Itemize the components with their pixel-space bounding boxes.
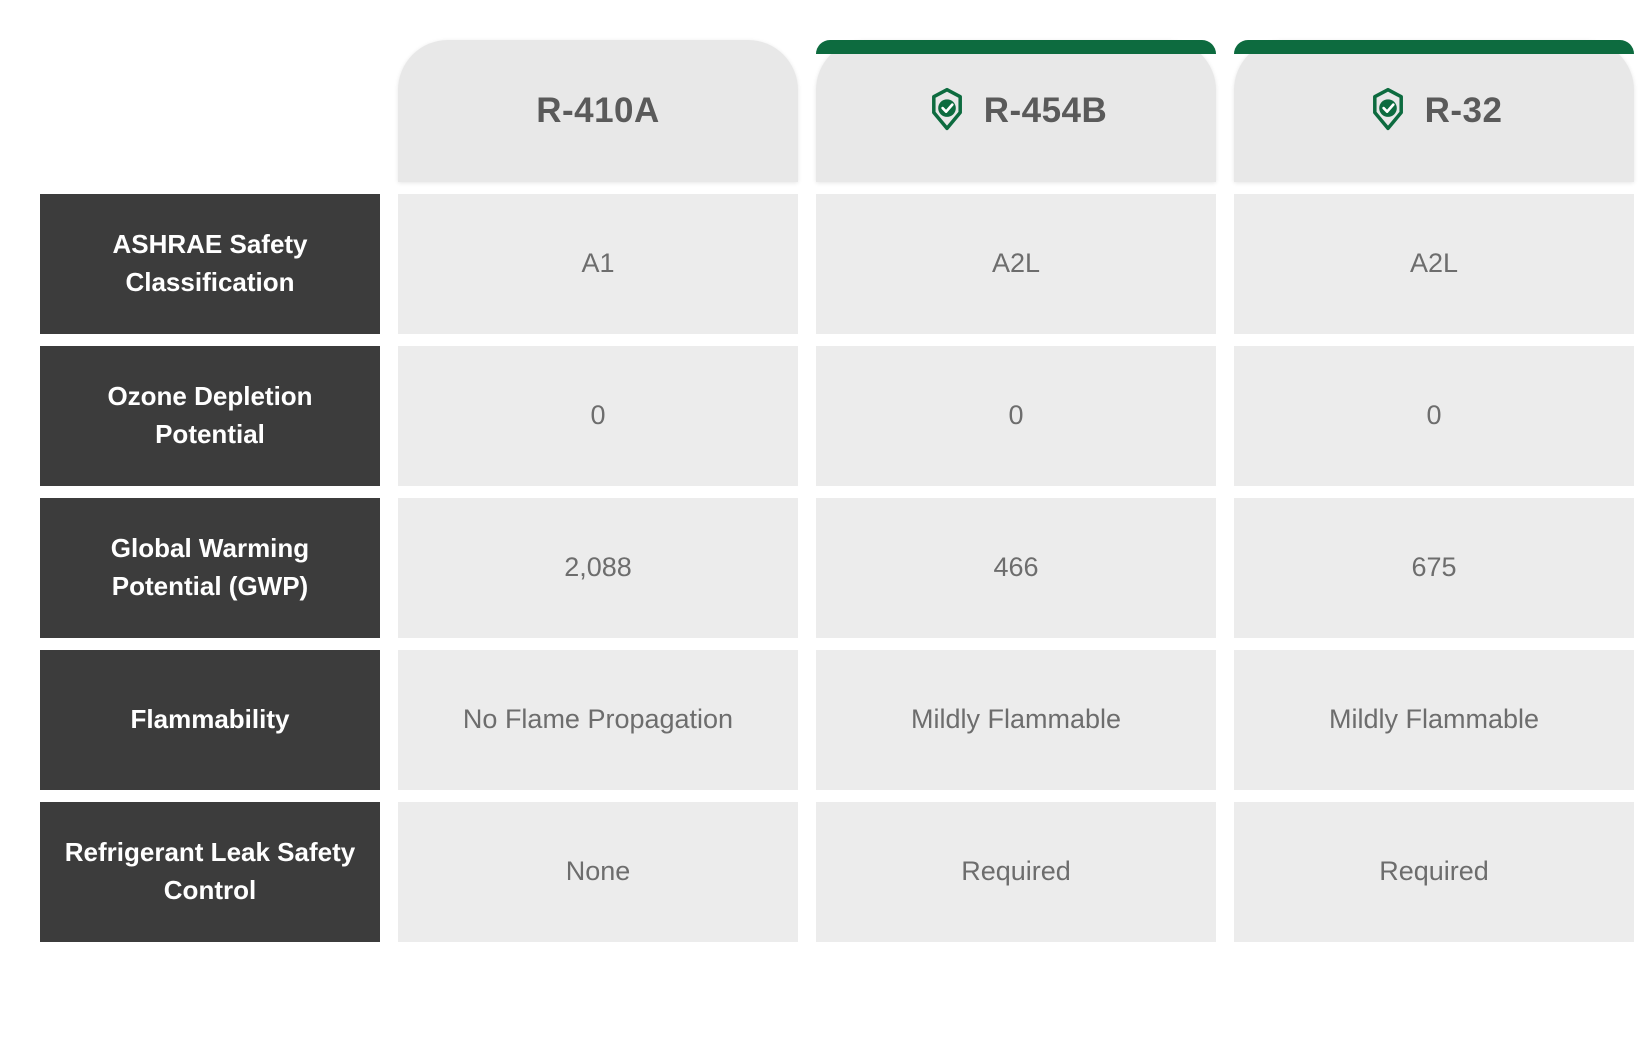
row-label: Refrigerant Leak Safety Control <box>40 802 380 942</box>
data-cell: No Flame Propagation <box>398 650 798 790</box>
row-label: Flammability <box>40 650 380 790</box>
data-cell: 0 <box>1234 346 1634 486</box>
column-header: R-410A <box>398 40 798 182</box>
row-label: Global Warming Potential (GWP) <box>40 498 380 638</box>
data-cell: Mildly Flammable <box>1234 650 1634 790</box>
header-content: R-32 <box>1366 87 1503 136</box>
data-cell: 675 <box>1234 498 1634 638</box>
row-label: Ozone Depletion Potential <box>40 346 380 486</box>
column-title: R-410A <box>536 91 660 131</box>
data-cell: Mildly Flammable <box>816 650 1216 790</box>
data-cell: Required <box>1234 802 1634 942</box>
column-header: R-32 <box>1234 40 1634 182</box>
header-content: R-454B <box>925 87 1108 136</box>
data-cell: A2L <box>1234 194 1634 334</box>
data-cell: Required <box>816 802 1216 942</box>
column-title: R-32 <box>1425 91 1503 131</box>
empty-corner-cell <box>40 40 380 182</box>
row-label: ASHRAE Safety Classification <box>40 194 380 334</box>
data-cell: 0 <box>816 346 1216 486</box>
data-cell: None <box>398 802 798 942</box>
data-cell: A1 <box>398 194 798 334</box>
column-title: R-454B <box>984 91 1108 131</box>
comparison-table: R-410A R-454B R-32 ASHRAE Safety Classifica… <box>40 40 1610 942</box>
data-cell: 0 <box>398 346 798 486</box>
data-cell: 2,088 <box>398 498 798 638</box>
header-content: R-410A <box>536 91 660 131</box>
header-accent-bar <box>1234 40 1634 54</box>
data-cell: 466 <box>816 498 1216 638</box>
header-accent-bar <box>816 40 1216 54</box>
certified-badge-icon <box>925 87 969 136</box>
data-cell: A2L <box>816 194 1216 334</box>
column-header: R-454B <box>816 40 1216 182</box>
certified-badge-icon <box>1366 87 1410 136</box>
